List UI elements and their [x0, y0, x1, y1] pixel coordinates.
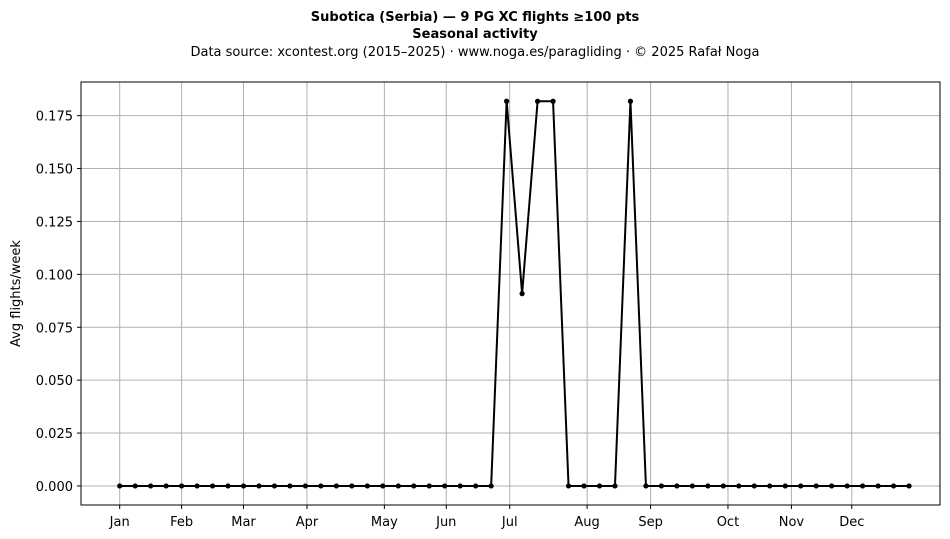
- x-tick-label: Jul: [501, 515, 518, 530]
- data-point: [426, 483, 432, 489]
- chart-title: Subotica (Serbia) — 9 PG XC flights ≥100…: [311, 10, 640, 25]
- data-point: [782, 483, 788, 489]
- data-point: [736, 483, 742, 489]
- y-tick-label: 0.025: [36, 427, 73, 442]
- plot-frame: [80, 81, 941, 506]
- y-axis-ticks: 0.000 0.025 0.050 0.075 0.100 0.125 0.150 0.175: [36, 110, 81, 495]
- data-point: [612, 483, 618, 489]
- x-tick-label: Jun: [435, 515, 456, 530]
- data-point: [705, 483, 711, 489]
- data-point: [225, 483, 231, 489]
- data-point: [875, 483, 881, 489]
- x-tick-label: Oct: [717, 515, 739, 530]
- y-tick-label: 0.125: [36, 215, 73, 230]
- x-tick-label: May: [371, 515, 398, 530]
- data-point: [333, 483, 339, 489]
- data-point: [473, 483, 479, 489]
- data-point: [117, 483, 123, 489]
- data-point: [209, 483, 216, 489]
- data-point: [194, 483, 200, 489]
- y-tick-label: 0.050: [36, 374, 73, 389]
- data-point: [798, 483, 804, 489]
- data-point: [751, 483, 757, 489]
- data-point: [256, 483, 262, 489]
- x-tick-label: Apr: [296, 515, 319, 530]
- data-point: [643, 483, 649, 489]
- data-point: [318, 483, 324, 489]
- series-line: [119, 100, 910, 487]
- x-tick-label: Nov: [779, 515, 805, 530]
- x-axis-ticks: Jan Feb Mar Apr May Jun Jul Aug Sep Oct Nov Dec: [109, 505, 864, 530]
- x-tick-label: Sep: [638, 515, 663, 530]
- data-point: [813, 483, 819, 489]
- data-point: [364, 483, 370, 489]
- data-point: [674, 483, 680, 489]
- data-point: [890, 483, 897, 489]
- x-tick-label: Mar: [231, 515, 256, 530]
- y-axis-label: Avg flights/week: [9, 240, 24, 347]
- data-point: [581, 483, 587, 489]
- x-tick-label: Feb: [170, 515, 193, 530]
- data-point: [349, 483, 355, 489]
- data-point: [148, 483, 154, 489]
- y-tick-label: 0.150: [36, 163, 73, 178]
- y-tick-label: 0.175: [36, 110, 73, 125]
- x-tick-label: Aug: [574, 515, 599, 530]
- data-point: [596, 483, 603, 489]
- data-point: [550, 98, 556, 104]
- data-point: [767, 483, 773, 489]
- data-point: [442, 483, 448, 489]
- data-point: [829, 483, 835, 489]
- y-tick-label: 0.100: [36, 268, 73, 283]
- data-point: [240, 483, 247, 489]
- data-point: [906, 483, 912, 489]
- data-point: [534, 98, 541, 104]
- x-tick-label: Dec: [839, 515, 864, 530]
- x-tick-label: Jan: [109, 515, 130, 530]
- data-point: [627, 98, 634, 104]
- data-point: [271, 483, 278, 489]
- data-point: [395, 483, 401, 489]
- data-point: [658, 483, 665, 489]
- data-point: [380, 483, 386, 489]
- data-point: [860, 483, 866, 489]
- data-point: [720, 483, 726, 489]
- data-point: [565, 483, 572, 489]
- data-point: [302, 483, 309, 489]
- chart-subtitle: Seasonal activity: [412, 27, 538, 42]
- data-point: [132, 483, 138, 489]
- data-point: [488, 483, 494, 489]
- chart-source-note: Data source: xcontest.org (2015–2025) · …: [190, 45, 759, 60]
- series-avg-flights: [117, 98, 912, 489]
- data-point: [179, 483, 185, 489]
- y-tick-label: 0.000: [36, 480, 73, 495]
- data-point: [457, 483, 463, 489]
- data-point: [163, 483, 169, 489]
- data-point: [519, 291, 525, 297]
- data-point: [504, 98, 510, 104]
- data-point: [689, 483, 695, 489]
- data-point: [844, 483, 850, 489]
- data-point: [287, 483, 293, 489]
- y-tick-label: 0.075: [36, 321, 73, 336]
- data-point: [411, 483, 417, 489]
